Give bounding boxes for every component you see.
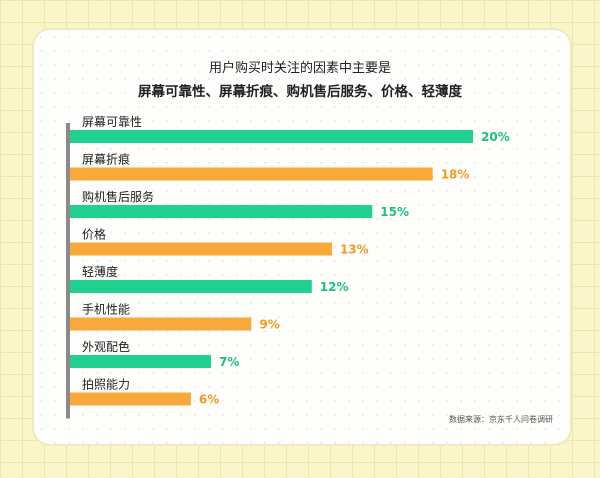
bar: [70, 130, 473, 143]
category-label: 手机性能: [82, 303, 130, 317]
category-label: 外观配色: [82, 340, 130, 354]
category-label: 购机售后服务: [82, 189, 154, 204]
bar: [70, 242, 332, 256]
bar: [70, 392, 191, 406]
bar: [70, 167, 433, 181]
value-label: 9%: [259, 318, 279, 332]
value-label: 15%: [380, 205, 409, 219]
value-label: 12%: [320, 280, 349, 294]
value-label: 18%: [441, 168, 470, 182]
data-source-note: 数据来源：京东千人问卷调研: [449, 415, 553, 424]
bar: [70, 355, 212, 368]
category-label: 拍照能力: [82, 377, 130, 392]
category-label: 屏幕可靠性: [82, 115, 142, 129]
bar: [70, 317, 252, 331]
category-label: 价格: [82, 227, 106, 242]
category-label: 屏幕折痕: [82, 152, 130, 167]
chart-title-line-1: 用户购买时关注的因素中主要是: [208, 61, 391, 76]
chart-card: [34, 30, 570, 444]
chart-title-line-2: 屏幕可靠性、屏幕折痕、购机售后服务、价格、轻薄度: [138, 84, 462, 100]
value-label: 20%: [481, 130, 510, 144]
value-label: 13%: [340, 243, 369, 257]
category-label: 轻薄度: [82, 264, 118, 279]
value-label: 6%: [199, 393, 219, 407]
y-axis-line: [66, 123, 70, 419]
bar: [70, 280, 312, 293]
value-label: 7%: [219, 355, 239, 369]
bar: [70, 205, 373, 218]
